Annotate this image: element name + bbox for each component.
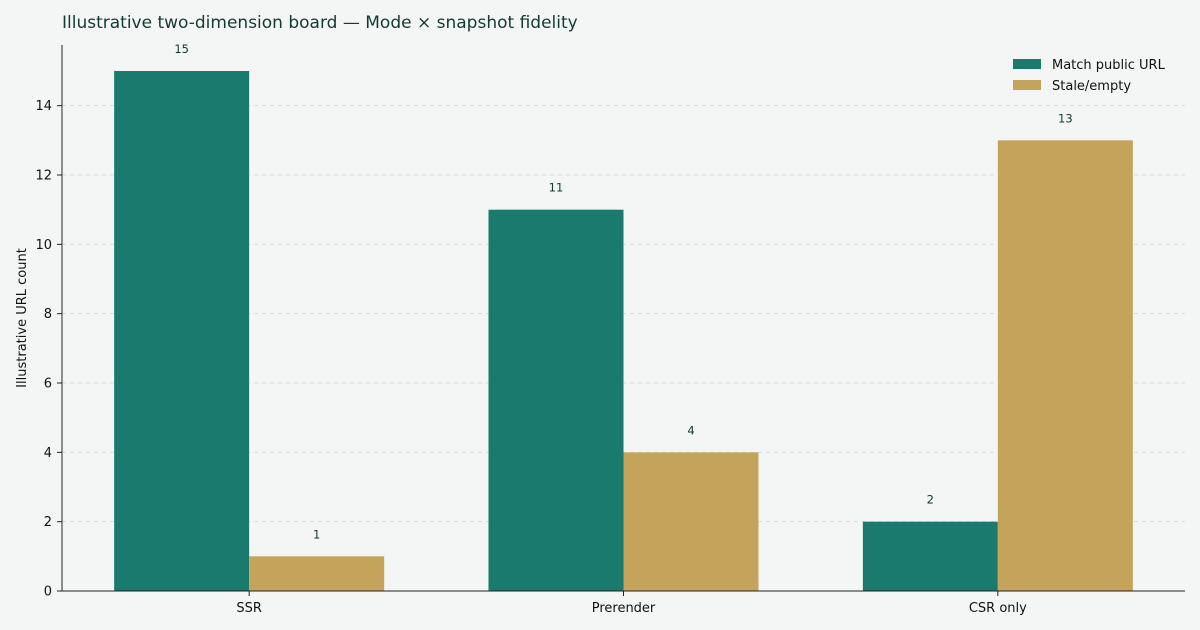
bars: [114, 71, 1133, 592]
y-axis-title: Illustrative URL count: [15, 248, 30, 388]
x-axis-ticks: SSR Prerender CSR only: [236, 591, 1027, 616]
data-label: 4: [687, 423, 694, 437]
y-tick-label: 0: [44, 585, 52, 600]
x-tick-label: SSR: [236, 601, 262, 616]
x-tick-label: CSR only: [969, 601, 1027, 616]
legend-swatch: [1013, 80, 1041, 90]
bar: [249, 556, 385, 591]
legend: Match public URL Stale/empty: [1013, 58, 1166, 94]
data-label: 15: [174, 42, 189, 56]
bar: [488, 209, 624, 591]
y-axis-ticks: 0 2 4 6 8 10 12 14: [35, 99, 62, 600]
chart-title: Illustrative two-dimension board — Mode …: [62, 13, 578, 33]
data-label: 1: [313, 527, 320, 541]
data-label: 13: [1058, 111, 1073, 125]
y-tick-label: 2: [44, 515, 52, 530]
legend-label: Stale/empty: [1052, 79, 1131, 94]
y-tick-label: 8: [44, 307, 52, 322]
x-tick-label: Prerender: [592, 601, 656, 616]
legend-label: Match public URL: [1052, 58, 1166, 73]
data-label: 2: [927, 493, 934, 507]
bar: [623, 452, 759, 591]
bar: [862, 521, 998, 591]
y-tick-label: 6: [44, 377, 52, 392]
y-tick-label: 12: [35, 169, 52, 184]
bar: [114, 71, 250, 591]
data-label: 11: [549, 181, 564, 195]
y-tick-label: 14: [35, 99, 52, 114]
legend-swatch: [1013, 59, 1041, 69]
bar: [997, 140, 1133, 592]
y-tick-label: 4: [44, 446, 52, 461]
y-tick-label: 10: [35, 238, 52, 253]
